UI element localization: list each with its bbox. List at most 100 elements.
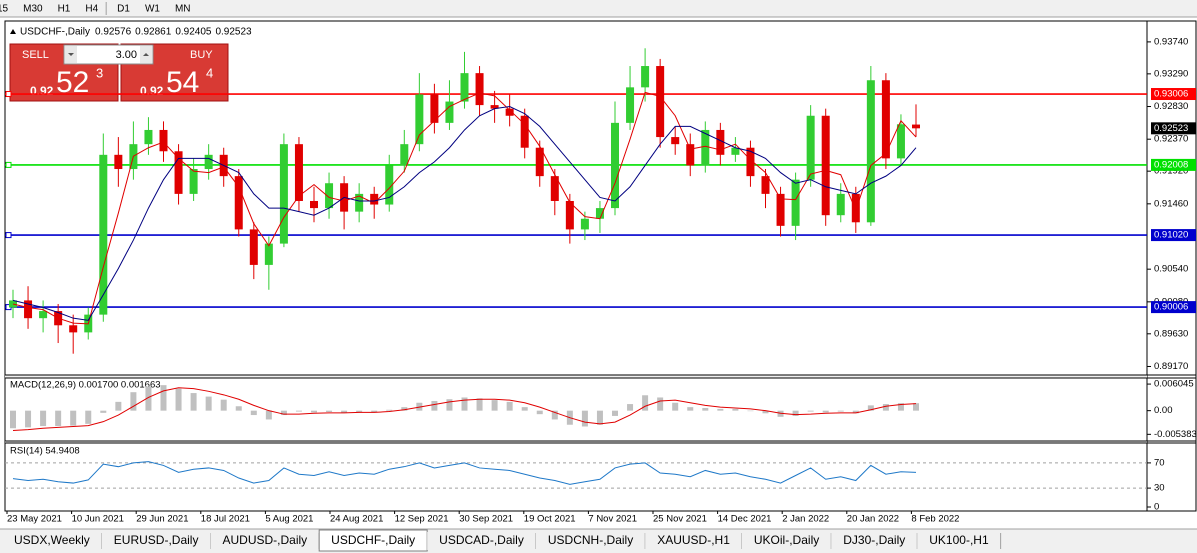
macd-bar bbox=[657, 397, 664, 411]
tab[interactable]: DJ30-,Daily bbox=[831, 532, 918, 550]
candle-body bbox=[746, 147, 755, 177]
timeframe-button[interactable]: M30 bbox=[23, 4, 43, 15]
candle-body bbox=[24, 300, 33, 319]
tab[interactable]: USDCAD-,Daily bbox=[427, 532, 537, 550]
tab-label[interactable]: AUDUSD-,Daily bbox=[222, 533, 307, 547]
macd-bar bbox=[717, 408, 724, 411]
x-tick-label: 29 Jun 2021 bbox=[136, 514, 188, 525]
candle-body bbox=[174, 151, 183, 194]
moving-average bbox=[12, 106, 917, 321]
macd-bar bbox=[461, 397, 468, 411]
lots-field[interactable] bbox=[63, 44, 154, 65]
tab-label[interactable]: XAUUSD-,H1 bbox=[657, 533, 730, 547]
macd-bar bbox=[311, 410, 317, 413]
y-tick-label: 0 bbox=[1154, 502, 1159, 513]
tab-label[interactable]: USDCNH-,Daily bbox=[548, 533, 633, 547]
timeframe-button[interactable]: 15 bbox=[0, 4, 9, 15]
y-tick-label: 0.92370 bbox=[1154, 134, 1188, 145]
tab-background[interactable] bbox=[535, 532, 646, 550]
timeframe-button[interactable]: MN bbox=[175, 4, 191, 15]
candle-body bbox=[279, 144, 288, 244]
ohlc-value: 0.92523 bbox=[215, 27, 252, 38]
macd-bar bbox=[551, 410, 558, 420]
tab-background[interactable] bbox=[427, 532, 536, 550]
x-tick-label: 2 Jan 2022 bbox=[782, 514, 829, 525]
macd-bar bbox=[175, 388, 182, 411]
candle-body bbox=[595, 208, 604, 219]
macd-bar bbox=[506, 401, 513, 411]
timeframe-button[interactable]: H1 bbox=[58, 4, 71, 15]
macd-bar bbox=[807, 410, 814, 412]
panel-separator bbox=[5, 441, 1147, 443]
tab[interactable]: XAUUSD-,H1 bbox=[645, 532, 743, 550]
candle-body bbox=[912, 124, 920, 129]
tab-label[interactable]: UKOil-,Daily bbox=[754, 533, 819, 547]
tab[interactable]: USDX,Weekly bbox=[2, 532, 103, 550]
candle-body bbox=[370, 193, 379, 205]
macd-bar bbox=[356, 410, 363, 412]
macd-bar bbox=[235, 406, 242, 411]
y-tick-label: 30 bbox=[1154, 483, 1165, 494]
x-tick-label: 12 Sep 2021 bbox=[395, 514, 449, 525]
candle-body bbox=[189, 169, 198, 194]
candle-body bbox=[731, 147, 740, 155]
tab[interactable]: EURUSD-,Daily bbox=[101, 532, 211, 550]
timeframe-button[interactable]: D1 bbox=[117, 4, 130, 15]
collapse-arrow[interactable] bbox=[10, 29, 16, 34]
macd-bar bbox=[732, 408, 739, 411]
tab[interactable]: AUDUSD-,Daily bbox=[210, 532, 320, 550]
level-handle bbox=[5, 232, 12, 239]
tab-label[interactable]: UK100-,H1 bbox=[929, 533, 989, 547]
candle-body bbox=[656, 66, 665, 138]
ohlc-value: 0.92405 bbox=[175, 27, 212, 38]
candle-body bbox=[776, 193, 785, 226]
tab-label[interactable]: USDCHF-,Daily bbox=[331, 533, 415, 547]
tab-background[interactable] bbox=[831, 532, 918, 550]
candle-body bbox=[791, 179, 800, 226]
buy-price-prefix: 0.92 bbox=[140, 84, 164, 98]
y-tick-label: 0.006045 bbox=[1154, 379, 1194, 390]
macd-bar bbox=[792, 410, 799, 416]
macd-bar bbox=[401, 407, 408, 411]
x-tick-label: 7 Nov 2021 bbox=[588, 514, 637, 525]
symbol-title: USDCHF-,Daily bbox=[20, 27, 90, 38]
tab[interactable]: UKOil-,Daily bbox=[741, 532, 832, 550]
tab-label[interactable]: USDX,Weekly bbox=[14, 533, 90, 547]
tab-label[interactable]: DJ30-,Daily bbox=[843, 533, 905, 547]
tab-background[interactable] bbox=[917, 532, 1001, 550]
candle-body bbox=[325, 183, 334, 209]
timeframe-button[interactable]: H4 bbox=[85, 4, 98, 15]
x-tick-label: 24 Aug 2021 bbox=[330, 514, 383, 525]
macd-bar bbox=[130, 392, 137, 411]
candle-body bbox=[69, 325, 78, 333]
macd-bar bbox=[280, 410, 287, 416]
tab-background[interactable] bbox=[741, 532, 832, 550]
tab-background[interactable] bbox=[101, 532, 211, 550]
sell-label: SELL bbox=[22, 49, 49, 61]
tab-label[interactable]: USDCAD-,Daily bbox=[439, 533, 524, 547]
macd-bar bbox=[882, 404, 889, 411]
tab-background[interactable] bbox=[645, 532, 742, 550]
tab[interactable]: USDCHF-,Daily bbox=[318, 529, 428, 552]
timeframe-button[interactable]: W1 bbox=[145, 4, 160, 15]
level-label-bg bbox=[1151, 158, 1196, 171]
tab[interactable]: UK100-,H1 bbox=[917, 532, 1002, 550]
macd-bar bbox=[702, 408, 709, 411]
macd-bar bbox=[596, 410, 603, 425]
tab-background[interactable] bbox=[210, 532, 320, 550]
y-tick-label: -0.005383 bbox=[1154, 429, 1197, 440]
macd-bar bbox=[521, 407, 528, 411]
tab[interactable]: USDCNH-,Daily bbox=[535, 532, 646, 550]
tab-background[interactable] bbox=[2, 532, 102, 550]
x-tick-label: 20 Jan 2022 bbox=[847, 514, 899, 525]
level-label-bg bbox=[1151, 229, 1196, 242]
candle-body bbox=[611, 122, 619, 209]
ohlc-value: 0.92576 bbox=[95, 27, 132, 38]
macd-bar bbox=[867, 405, 874, 411]
last-price-label: 0.92523 bbox=[1154, 123, 1188, 134]
candle-body bbox=[114, 154, 123, 170]
y-tick-label: 0.00 bbox=[1154, 405, 1173, 416]
level-label: 0.91020 bbox=[1154, 230, 1188, 241]
macd-bar bbox=[40, 410, 47, 427]
tab-label[interactable]: EURUSD-,Daily bbox=[114, 533, 199, 547]
